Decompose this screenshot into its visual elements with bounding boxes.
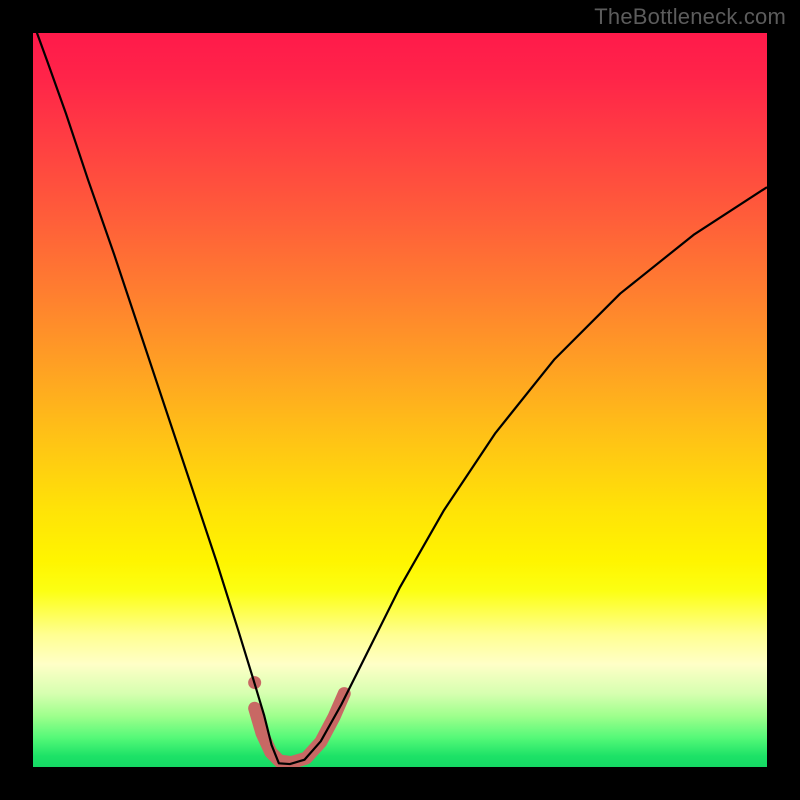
watermark-text: TheBottleneck.com — [594, 4, 786, 30]
chart-frame: TheBottleneck.com — [0, 0, 800, 800]
plot-area — [33, 33, 767, 767]
bottleneck-curve — [33, 33, 767, 764]
curve-overlay — [33, 33, 767, 767]
